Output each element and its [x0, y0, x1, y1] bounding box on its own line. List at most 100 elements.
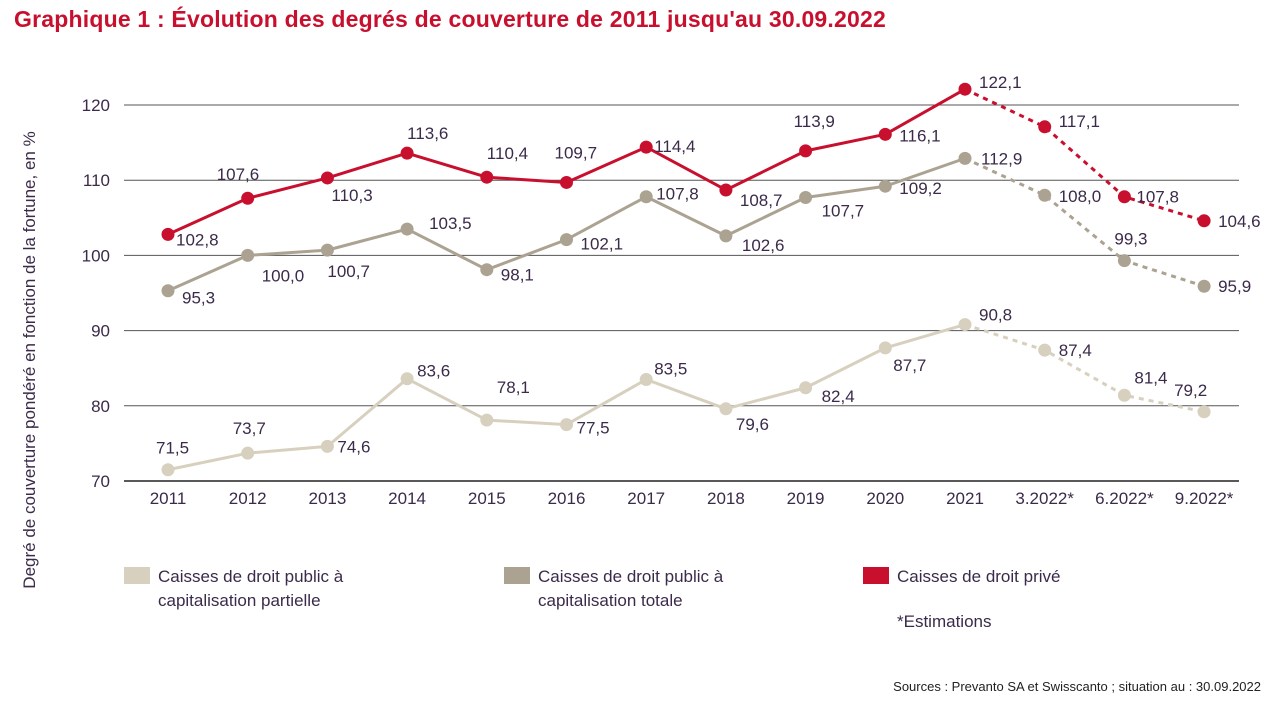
data-point — [719, 229, 733, 243]
y-tick-label: 110 — [83, 171, 110, 190]
legend-swatch-partial — [124, 567, 150, 584]
data-label: 98,1 — [501, 266, 534, 285]
data-label: 74,6 — [337, 437, 370, 456]
data-point — [878, 179, 892, 193]
x-tick-label: 2013 — [308, 489, 346, 508]
data-label: 110,4 — [487, 144, 528, 163]
data-point — [719, 402, 733, 416]
data-label: 87,4 — [1059, 341, 1092, 360]
series-line-estimated — [964, 87, 1205, 223]
data-label: 110,3 — [331, 186, 372, 205]
x-tick-label: 2014 — [388, 489, 426, 508]
data-point — [320, 171, 334, 185]
x-tick-label: 2018 — [707, 489, 745, 508]
data-point — [560, 418, 573, 432]
data-point — [1038, 343, 1052, 357]
legend-swatch-total — [504, 567, 530, 584]
data-label: 71,5 — [156, 439, 189, 458]
data-point — [719, 183, 733, 197]
y-tick-label: 120 — [82, 96, 110, 115]
data-point — [560, 233, 573, 247]
data-label: 104,6 — [1218, 212, 1261, 231]
data-point — [400, 146, 414, 160]
data-label: 90,8 — [979, 306, 1012, 325]
data-label: 95,9 — [1218, 277, 1251, 296]
series-line-estimated — [964, 157, 1205, 288]
data-point — [799, 190, 813, 204]
data-label: 113,9 — [794, 112, 835, 131]
x-tick-label: 2015 — [468, 489, 506, 508]
data-point — [958, 82, 972, 96]
x-tick-label: 6.2022* — [1095, 489, 1154, 508]
data-point — [1117, 388, 1131, 402]
data-label: 77,5 — [577, 419, 610, 438]
data-point — [639, 372, 653, 386]
source-note: Sources : Prevanto SA et Swisscanto ; si… — [893, 679, 1261, 694]
data-label: 73,7 — [233, 419, 266, 438]
data-point — [320, 243, 334, 257]
data-label: 83,6 — [417, 362, 450, 381]
data-point — [878, 341, 892, 355]
data-point — [480, 170, 494, 184]
chart-title: Graphique 1 : Évolution des degrés de co… — [14, 6, 886, 32]
data-label: 112,9 — [981, 149, 1022, 168]
data-label: 83,5 — [654, 359, 687, 378]
data-point — [1038, 188, 1052, 202]
data-label: 107,8 — [656, 185, 699, 204]
data-label: 79,2 — [1174, 381, 1207, 400]
x-tick-label: 2019 — [787, 489, 825, 508]
data-label: 87,7 — [893, 356, 926, 375]
data-point — [560, 175, 573, 189]
data-label: 108,0 — [1059, 187, 1102, 206]
data-point — [1197, 279, 1211, 293]
data-label: 116,1 — [899, 126, 940, 145]
data-label: 81,4 — [1134, 368, 1167, 387]
legend-item-partial: Caisses de droit public à capitalisation… — [124, 565, 378, 613]
data-point — [958, 318, 972, 332]
data-label: 100,0 — [262, 266, 305, 285]
data-point — [958, 151, 972, 165]
x-tick-label: 9.2022* — [1175, 489, 1234, 508]
data-label: 102,8 — [176, 230, 219, 249]
data-label: 109,7 — [555, 143, 598, 162]
x-tick-label: 2011 — [150, 489, 187, 508]
data-label: 114,4 — [654, 137, 695, 156]
y-tick-label: 100 — [82, 246, 110, 265]
data-point — [1038, 120, 1052, 134]
data-label: 122,1 — [979, 73, 1022, 92]
data-point — [320, 439, 334, 453]
data-label: 108,7 — [740, 191, 783, 210]
legend-item-total: Caisses de droit public à capitalisation… — [504, 565, 758, 613]
legend-label-partial: Caisses de droit public à capitalisation… — [158, 567, 344, 610]
x-tick-label: 3.2022* — [1015, 489, 1074, 508]
data-point — [1117, 190, 1131, 204]
y-tick-label: 90 — [91, 322, 110, 341]
legend-label-private: Caisses de droit privé — [897, 567, 1061, 586]
x-tick-label: 2020 — [866, 489, 904, 508]
legend-label-total: Caisses de droit public à capitalisation… — [538, 567, 724, 610]
data-label: 78,1 — [497, 378, 530, 397]
x-tick-label: 2016 — [548, 489, 586, 508]
legend-swatch-private — [863, 567, 889, 584]
legend-item-private: Caisses de droit privé — [863, 565, 1117, 589]
data-point — [1197, 214, 1211, 228]
data-point — [400, 222, 414, 236]
data-label: 113,6 — [407, 124, 448, 143]
data-label: 79,6 — [736, 415, 769, 434]
data-point — [161, 227, 175, 241]
data-label: 107,8 — [1136, 188, 1179, 207]
data-label: 82,4 — [822, 387, 855, 406]
data-label: 99,3 — [1114, 230, 1147, 249]
data-label: 95,3 — [182, 289, 215, 308]
data-point — [639, 190, 653, 204]
data-point — [480, 413, 494, 427]
y-tick-label: 70 — [91, 472, 110, 491]
data-point — [799, 381, 813, 395]
data-point — [1117, 254, 1131, 268]
data-label: 102,6 — [742, 236, 785, 255]
data-point — [161, 284, 175, 298]
data-label: 107,6 — [217, 165, 260, 184]
x-tick-label: 2021 — [946, 489, 984, 508]
data-point — [241, 248, 255, 262]
